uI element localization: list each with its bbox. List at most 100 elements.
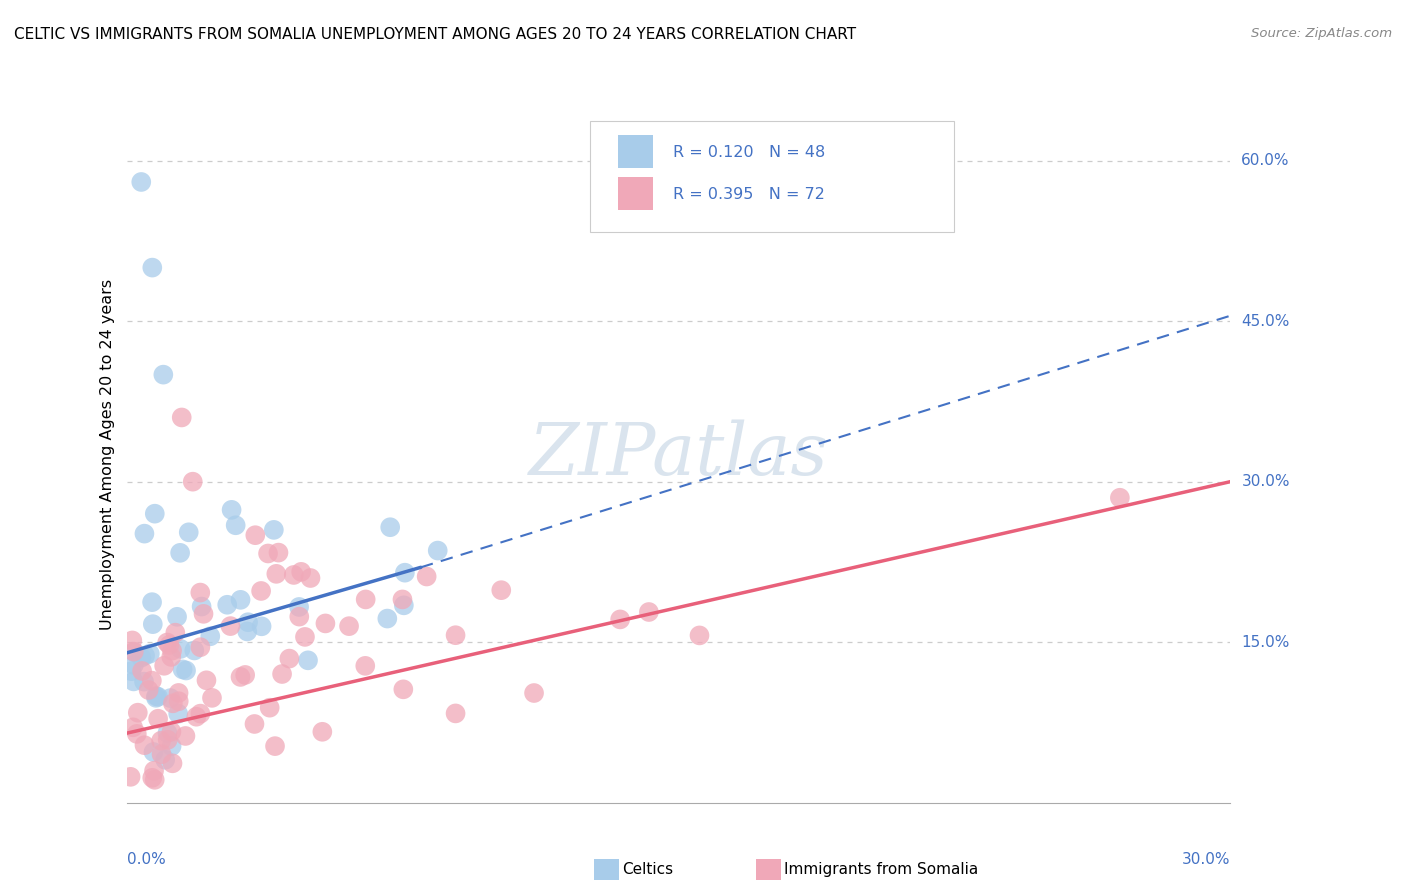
Point bbox=[229, 670, 252, 684]
Point bbox=[141, 673, 163, 688]
Point bbox=[157, 638, 180, 652]
Point bbox=[217, 598, 239, 612]
Point bbox=[146, 712, 169, 726]
Point bbox=[311, 724, 333, 739]
Point bbox=[219, 619, 242, 633]
Point bbox=[271, 667, 294, 681]
Point bbox=[160, 649, 183, 664]
Point bbox=[689, 628, 711, 642]
Point bbox=[162, 756, 184, 771]
Point bbox=[169, 546, 191, 560]
Point bbox=[122, 657, 145, 672]
Point bbox=[143, 507, 166, 521]
Point bbox=[143, 772, 166, 787]
Point bbox=[243, 717, 266, 731]
Point bbox=[160, 724, 183, 739]
Point bbox=[444, 628, 467, 642]
Point bbox=[392, 682, 415, 697]
Point bbox=[142, 617, 165, 632]
Point bbox=[288, 599, 311, 614]
Point bbox=[122, 645, 145, 659]
Point bbox=[201, 690, 224, 705]
Text: R = 0.120   N = 48: R = 0.120 N = 48 bbox=[673, 145, 825, 161]
Point bbox=[150, 733, 173, 747]
Point bbox=[250, 584, 273, 599]
Point bbox=[174, 664, 197, 678]
Point bbox=[491, 583, 513, 598]
Point bbox=[392, 599, 415, 613]
Point bbox=[172, 662, 194, 676]
Point bbox=[225, 518, 247, 533]
Point bbox=[200, 629, 222, 643]
Point bbox=[150, 747, 173, 762]
Point bbox=[153, 753, 176, 767]
Point bbox=[167, 694, 190, 708]
Text: Source: ZipAtlas.com: Source: ZipAtlas.com bbox=[1251, 27, 1392, 40]
Point bbox=[121, 664, 143, 678]
Point bbox=[523, 686, 546, 700]
Point bbox=[127, 706, 149, 720]
Text: ZIPatlas: ZIPatlas bbox=[529, 419, 828, 491]
Point bbox=[190, 640, 212, 655]
Point bbox=[609, 612, 631, 626]
Point bbox=[195, 673, 218, 688]
Point bbox=[162, 696, 184, 710]
Point bbox=[415, 569, 437, 583]
Text: 15.0%: 15.0% bbox=[1241, 635, 1289, 649]
Point bbox=[259, 700, 281, 714]
Y-axis label: Unemployment Among Ages 20 to 24 years: Unemployment Among Ages 20 to 24 years bbox=[100, 279, 115, 631]
Point bbox=[375, 611, 398, 625]
Text: 30.0%: 30.0% bbox=[1241, 475, 1289, 489]
Point bbox=[299, 571, 322, 585]
Point bbox=[221, 503, 243, 517]
Point bbox=[266, 566, 288, 581]
Point bbox=[394, 566, 416, 580]
Point bbox=[290, 565, 312, 579]
Point bbox=[233, 668, 256, 682]
Point bbox=[141, 771, 163, 785]
Point bbox=[146, 690, 169, 704]
Text: R = 0.395   N = 72: R = 0.395 N = 72 bbox=[673, 187, 825, 202]
Point bbox=[444, 706, 467, 721]
Point bbox=[380, 520, 402, 534]
Point bbox=[159, 691, 181, 706]
Point bbox=[426, 543, 449, 558]
Point bbox=[288, 609, 311, 624]
Point bbox=[120, 770, 142, 784]
Point bbox=[142, 745, 165, 759]
Point bbox=[132, 674, 155, 689]
FancyBboxPatch shape bbox=[591, 121, 955, 232]
Point bbox=[181, 475, 204, 489]
Text: 0.0%: 0.0% bbox=[127, 852, 166, 867]
Point bbox=[167, 686, 190, 700]
Point bbox=[141, 595, 163, 609]
Text: 45.0%: 45.0% bbox=[1241, 314, 1289, 328]
Bar bbox=[617, 135, 652, 169]
Point bbox=[152, 368, 174, 382]
Point bbox=[294, 630, 316, 644]
Point bbox=[264, 739, 287, 753]
Point bbox=[139, 647, 162, 661]
Point bbox=[236, 615, 259, 630]
Point bbox=[167, 706, 190, 721]
Point bbox=[188, 585, 211, 599]
Point bbox=[125, 727, 148, 741]
Point bbox=[143, 764, 166, 778]
Point bbox=[160, 643, 183, 657]
Point bbox=[638, 605, 661, 619]
Point bbox=[134, 738, 156, 752]
Point bbox=[229, 592, 252, 607]
Point bbox=[153, 658, 176, 673]
Point bbox=[354, 658, 377, 673]
Point bbox=[190, 706, 212, 721]
Point bbox=[177, 525, 200, 540]
Text: 60.0%: 60.0% bbox=[1241, 153, 1289, 168]
Point bbox=[314, 616, 336, 631]
Point bbox=[190, 599, 212, 614]
Point bbox=[250, 619, 273, 633]
Point bbox=[1109, 491, 1132, 505]
Point bbox=[245, 528, 267, 542]
Point bbox=[267, 546, 290, 560]
Point bbox=[165, 625, 187, 640]
Point bbox=[193, 607, 215, 621]
